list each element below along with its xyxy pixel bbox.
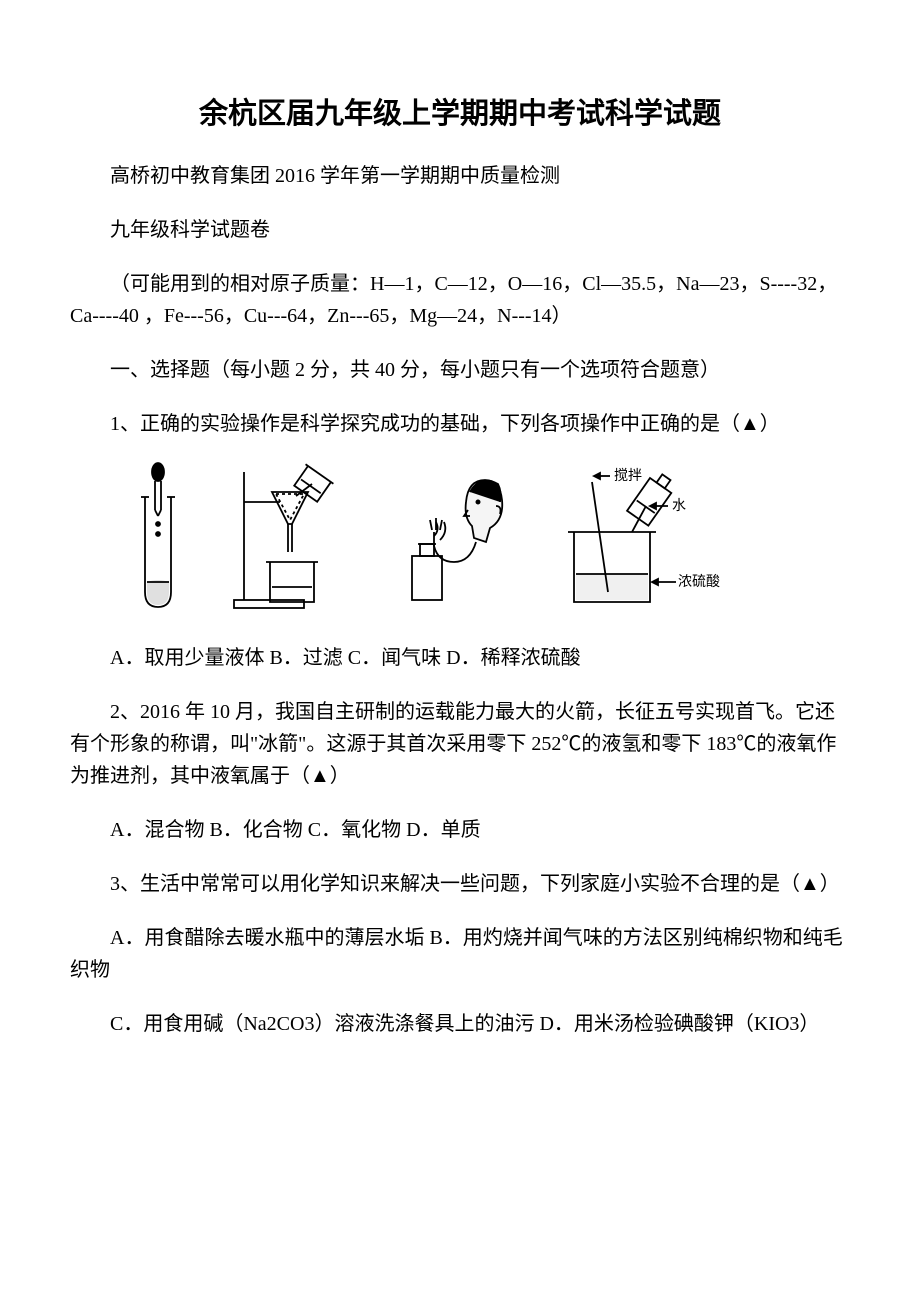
question-2: 2、2016 年 10 月，我国自主研制的运载能力最大的火箭，长征五号实现首飞。… — [70, 696, 850, 792]
illus-c-smell — [390, 462, 520, 612]
illus-d-dilute-acid: 搅拌 水 浓硫酸 — [550, 462, 720, 612]
document-page: { "title": "余杭区届九年级上学期期中考试科学试题", "header… — [70, 90, 850, 1040]
question-3-options-cd: C．用食用碱（Na2CO3）溶液洗涤餐具上的油污 D．用米汤检验碘酸钾（KIO3… — [70, 1008, 850, 1040]
section-1-heading: 一、选择题（每小题 2 分，共 40 分，每小题只有一个选项符合题意） — [70, 354, 850, 386]
label-stir: 搅拌 — [614, 468, 642, 484]
question-1: 1、正确的实验操作是科学探究成功的基础，下列各项操作中正确的是（▲） — [70, 408, 850, 440]
question-3: 3、生活中常常可以用化学知识来解决一些问题，下列家庭小实验不合理的是（▲） — [70, 868, 850, 900]
label-water: 水 — [672, 498, 686, 514]
illus-b-filtration — [230, 462, 360, 612]
question-1-illustrations: 搅拌 水 浓硫酸 — [70, 462, 850, 612]
atomic-masses: （可能用到的相对原子质量：H—1，C—12，O—16，Cl—35.5，Na—23… — [70, 268, 850, 332]
subject-line: 九年级科学试题卷 — [70, 214, 850, 246]
document-title: 余杭区届九年级上学期期中考试科学试题 — [70, 90, 850, 132]
question-2-options: A．混合物 B．化合物 C．氧化物 D．单质 — [70, 814, 850, 846]
question-3-options-ab: A．用食醋除去暖水瓶中的薄层水垢 B．用灼烧并闻气味的方法区别纯棉织物和纯毛织物 — [70, 922, 850, 986]
illus-a-dropper — [130, 462, 200, 612]
header-line: 高桥初中教育集团 2016 学年第一学期期中质量检测 — [70, 160, 850, 192]
label-acid: 浓硫酸 — [678, 574, 720, 590]
question-1-options: A．取用少量液体 B．过滤 C．闻气味 D．稀释浓硫酸 — [70, 642, 850, 674]
